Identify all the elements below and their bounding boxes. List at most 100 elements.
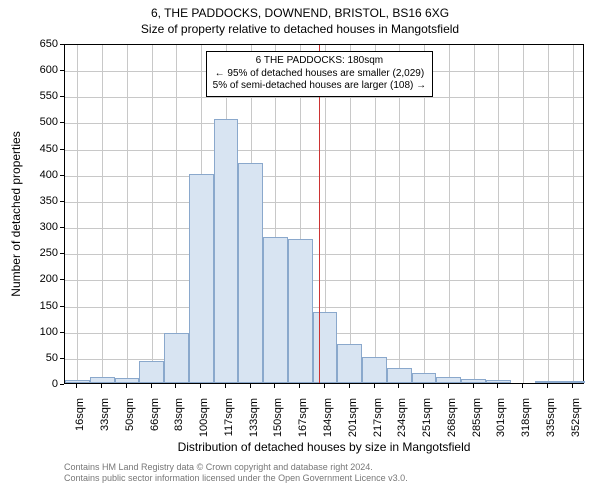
histogram-bar xyxy=(189,174,214,383)
ytick-label: 50 xyxy=(46,352,58,364)
ytick-mark xyxy=(60,149,64,150)
grid-line-h xyxy=(65,307,583,308)
footer-line1: Contains HM Land Registry data © Crown c… xyxy=(64,462,408,473)
ytick-label: 100 xyxy=(40,326,58,338)
ytick-mark xyxy=(60,70,64,71)
histogram-bar xyxy=(263,237,288,383)
xtick-mark xyxy=(299,384,300,388)
ytick-label: 0 xyxy=(52,378,58,390)
xtick-label: 150sqm xyxy=(272,398,284,437)
ytick-mark xyxy=(60,384,64,385)
chart-title-line1: 6, THE PADDOCKS, DOWNEND, BRISTOL, BS16 … xyxy=(0,0,600,22)
histogram-bar xyxy=(486,380,511,383)
xtick-mark xyxy=(522,384,523,388)
ytick-label: 500 xyxy=(40,116,58,128)
annotation-box: 6 THE PADDOCKS: 180sqm← 95% of detached … xyxy=(206,51,433,97)
xtick-mark xyxy=(225,384,226,388)
xtick-label: 251sqm xyxy=(421,398,433,437)
ytick-label: 200 xyxy=(40,273,58,285)
xtick-mark xyxy=(374,384,375,388)
histogram-bar xyxy=(412,373,437,383)
ytick-mark xyxy=(60,201,64,202)
ytick-label: 450 xyxy=(40,143,58,155)
ytick-label: 400 xyxy=(40,169,58,181)
xtick-mark xyxy=(572,384,573,388)
histogram-bar xyxy=(560,381,585,383)
ytick-label: 600 xyxy=(40,64,58,76)
histogram-bar xyxy=(90,377,115,383)
histogram-bar xyxy=(337,344,362,383)
xtick-label: 66sqm xyxy=(149,398,161,431)
ytick-label: 250 xyxy=(40,247,58,259)
xtick-label: 100sqm xyxy=(198,398,210,437)
xtick-mark xyxy=(547,384,548,388)
grid-line-h xyxy=(65,150,583,151)
xtick-mark xyxy=(423,384,424,388)
grid-line-v xyxy=(573,45,574,383)
xtick-label: 318sqm xyxy=(520,398,532,437)
histogram-bar xyxy=(535,381,560,383)
histogram-bar xyxy=(387,368,412,383)
xtick-label: 217sqm xyxy=(372,398,384,437)
grid-line-v xyxy=(127,45,128,383)
xtick-mark xyxy=(76,384,77,388)
ytick-mark xyxy=(60,279,64,280)
ytick-label: 350 xyxy=(40,195,58,207)
xtick-label: 33sqm xyxy=(99,398,111,431)
xtick-mark xyxy=(126,384,127,388)
ytick-mark xyxy=(60,122,64,123)
grid-line-v xyxy=(152,45,153,383)
ytick-mark xyxy=(60,175,64,176)
grid-line-h xyxy=(65,228,583,229)
xtick-label: 201sqm xyxy=(347,398,359,437)
histogram-bar xyxy=(65,380,90,383)
grid-line-v xyxy=(498,45,499,383)
xtick-mark xyxy=(473,384,474,388)
histogram-bar xyxy=(164,333,189,383)
grid-line-h xyxy=(65,202,583,203)
xtick-label: 184sqm xyxy=(322,398,334,437)
histogram-bar xyxy=(313,312,338,383)
ytick-label: 300 xyxy=(40,221,58,233)
histogram-bar xyxy=(139,361,164,383)
ytick-label: 150 xyxy=(40,300,58,312)
grid-line-h xyxy=(65,97,583,98)
xtick-mark xyxy=(101,384,102,388)
xtick-mark xyxy=(349,384,350,388)
grid-line-v xyxy=(77,45,78,383)
xtick-label: 301sqm xyxy=(495,398,507,437)
xtick-label: 117sqm xyxy=(223,398,235,436)
ytick-mark xyxy=(60,358,64,359)
grid-line-v xyxy=(449,45,450,383)
histogram-bar xyxy=(288,239,313,383)
xtick-label: 352sqm xyxy=(570,398,582,437)
ytick-mark xyxy=(60,253,64,254)
histogram-bar xyxy=(362,357,387,383)
grid-line-v xyxy=(102,45,103,383)
xtick-mark xyxy=(274,384,275,388)
xtick-mark xyxy=(497,384,498,388)
annotation-line3: 5% of semi-detached houses are larger (1… xyxy=(213,80,426,93)
xtick-mark xyxy=(151,384,152,388)
histogram-bar xyxy=(238,163,263,383)
x-axis-label: Distribution of detached houses by size … xyxy=(178,440,471,454)
annotation-line2: ← 95% of detached houses are smaller (2,… xyxy=(213,68,426,81)
histogram-bar xyxy=(214,119,239,383)
histogram-bar xyxy=(115,378,140,383)
y-axis-label: Number of detached properties xyxy=(9,131,23,296)
xtick-label: 335sqm xyxy=(545,398,557,437)
xtick-label: 167sqm xyxy=(297,398,309,437)
ytick-mark xyxy=(60,44,64,45)
ytick-label: 650 xyxy=(40,38,58,50)
ytick-mark xyxy=(60,332,64,333)
xtick-label: 133sqm xyxy=(248,398,260,437)
grid-line-h xyxy=(65,123,583,124)
xtick-mark xyxy=(398,384,399,388)
xtick-mark xyxy=(175,384,176,388)
ytick-label: 550 xyxy=(40,90,58,102)
ytick-mark xyxy=(60,96,64,97)
grid-line-v xyxy=(474,45,475,383)
ytick-mark xyxy=(60,306,64,307)
xtick-label: 268sqm xyxy=(446,398,458,437)
footer-line2: Contains public sector information licen… xyxy=(64,473,408,484)
